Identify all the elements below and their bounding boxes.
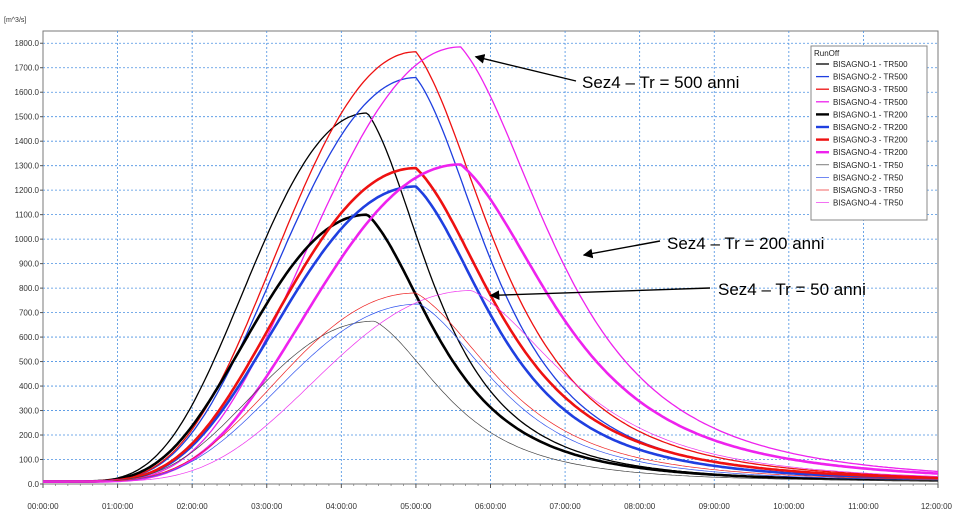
annotation-arrow [489,287,711,301]
legend-label: BISAGNO-1 - TR200 [833,110,908,119]
y-tick-label: 1400.0 [15,137,40,146]
annotation-label: Sez4 – Tr = 500 anni [582,73,739,92]
y-tick-label: 1300.0 [15,162,40,171]
series-line-12 [43,290,939,482]
annotation-label: Sez4 – Tr = 50 anni [718,280,866,299]
annotation-label: Sez4 – Tr = 200 anni [667,234,824,253]
x-tick-label: 11:00:00 [848,502,879,511]
x-tick-label: 09:00:00 [699,502,731,511]
y-tick-label: 1700.0 [15,64,40,73]
legend-label: BISAGNO-1 - TR500 [833,60,908,69]
annotation-arrow [474,54,577,82]
y-tick-label: 200.0 [19,431,40,440]
legend-label: BISAGNO-4 - TR50 [833,199,904,208]
y-tick-label: 800.0 [19,284,40,293]
x-tick-label: 06:00:00 [475,502,507,511]
x-tick-label: 05:00:00 [400,502,432,511]
annotations: Sez4 – Tr = 500 anni Sez4 – Tr = 200 anni… [474,54,866,301]
series-line-6 [43,185,939,483]
y-tick-label: 1500.0 [15,113,40,122]
y-tick-label: 400.0 [19,382,40,391]
x-tick-label: 03:00:00 [251,502,283,511]
x-tick-label: 04:00:00 [326,502,358,511]
y-tick-label: 1200.0 [15,186,40,195]
legend-label: BISAGNO-2 - TR200 [833,123,908,132]
series-line-4 [43,46,939,483]
y-tick-label: 1000.0 [15,235,40,244]
y-tick-label: 300.0 [19,407,40,416]
legend-label: BISAGNO-2 - TR500 [833,73,908,82]
y-tick-label: 1800.0 [15,39,40,48]
legend-label: BISAGNO-3 - TR50 [833,186,904,195]
legend-title: RunOff [814,49,840,58]
x-tick-label: 10:00:00 [773,502,805,511]
legend-label: BISAGNO-3 - TR200 [833,136,908,145]
x-axis-ticks: 00:00:00 01:00:00 02:00:00 03:00:00 04:00:00… [27,484,953,511]
legend: RunOff BISAGNO-1 - TR500 BISAGNO-2 - TR50… [810,45,928,221]
y-tick-label: 700.0 [19,309,40,318]
series-line-3 [43,51,939,483]
x-tick-label: 01:00:00 [102,502,134,511]
legend-label: BISAGNO-4 - TR500 [833,98,908,107]
legend-box [810,45,928,221]
legend-label: BISAGNO-3 - TR500 [833,85,908,94]
y-tick-label: 100.0 [19,456,40,465]
series-line-9 [43,320,938,482]
x-tick-label: 00:00:00 [27,502,59,511]
annotation-arrow [582,240,661,259]
series-line-5 [43,213,938,483]
series-line-11 [43,292,938,482]
y-axis-ticks: 0.0 100.0 200.0 300.0 400.0 500.0 600.0 700.0 80… [15,39,43,489]
x-tick-label: 08:00:00 [624,502,656,511]
x-tick-label: 07:00:00 [550,502,582,511]
y-tick-label: 0.0 [28,480,40,489]
series-line-8 [43,163,939,483]
y-tick-label: 1600.0 [15,88,40,97]
legend-label: BISAGNO-4 - TR200 [833,148,908,157]
y-tick-label: 1100.0 [15,211,39,220]
legend-label: BISAGNO-2 - TR50 [833,173,904,182]
x-tick-label: 02:00:00 [177,502,209,511]
y-tick-label: 500.0 [19,358,40,367]
y-unit-label: [m^3/s] [4,17,26,24]
legend-label: BISAGNO-1 - TR50 [833,161,904,170]
y-tick-label: 900.0 [19,260,40,269]
series-line-10 [43,303,938,482]
y-tick-label: 600.0 [19,333,40,342]
x-tick-label: 12:00:00 [921,502,953,511]
grid [43,31,938,484]
